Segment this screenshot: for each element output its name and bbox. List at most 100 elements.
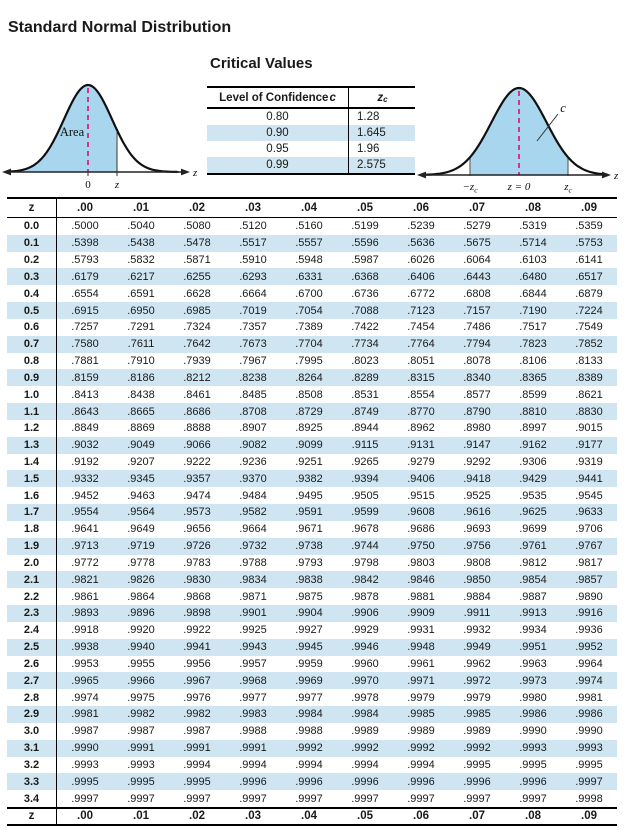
value-cell: .6443 [463,270,491,283]
value-cell: .9772 [71,556,99,569]
value-cell: .9875 [295,590,323,603]
value-cell: .7549 [575,321,603,334]
value-cell: .6700 [295,287,323,300]
tick-label-z-equals-0: z = 0 [507,181,531,193]
table-row: 2.8 .9974 .9975 .9976 .9977 .9977 .9978 .9979 .9… [7,689,617,707]
value-cell: .9993 [575,742,603,755]
value-cell: .5871 [183,254,211,267]
value-cell: .5239 [407,220,435,233]
table-row: 3.2 .9993 .9993 .9994 .9994 .9994 .9994 .9994 .9… [7,756,617,774]
tick-label-pos-zc: zc [563,181,572,195]
value-cell: .9996 [295,775,323,788]
value-cell: .7673 [239,338,267,351]
value-cell: .9951 [519,641,547,654]
value-cell: .6554 [71,287,99,300]
value-cell: .9608 [407,506,435,519]
table-row: 2.4 .9918 .9920 .9922 .9925 .9927 .9929 .9931 .9… [7,621,617,639]
value-cell: .9177 [575,439,603,452]
z-cell: 2.3 [7,605,57,622]
value-cell: .9332 [71,472,99,485]
value-cell: .8944 [351,422,379,435]
value-cell: .7019 [239,304,267,317]
z-cell: 1.0 [7,386,57,404]
value-cell: .9943 [239,641,267,654]
value-cell: .5359 [575,220,603,233]
value-cell: .9973 [519,674,547,687]
value-cell: .5714 [519,237,547,250]
value-cell: .7291 [127,321,155,334]
value-cell: .6517 [575,270,603,283]
z-cell: 2.5 [7,638,57,656]
value-cell: .9997 [351,792,379,805]
value-cell: .8051 [407,355,435,368]
value-cell: .9452 [71,489,99,502]
value-cell: .9994 [351,758,379,771]
value-cell: .8729 [295,405,323,418]
value-cell: .9981 [575,691,603,704]
value-cell: .9306 [519,456,547,468]
table-row: 0.6 .7257 .7291 .7324 .7357 .7389 .7422 .7454 .7… [7,318,617,336]
value-cell: .9995 [575,758,603,771]
page-title: Standard Normal Distribution [8,19,232,36]
value-cell: .9992 [463,742,491,755]
value-cell: .9978 [351,691,379,704]
value-cell: .5910 [239,254,267,267]
footer-cell: .06 [413,810,429,823]
value-cell: .9901 [239,607,267,620]
value-cell: .9911 [463,607,491,620]
value-cell: .9066 [183,439,211,452]
value-cell: .9997 [295,792,323,805]
value-cell: .9798 [351,556,379,569]
value-cell: .9099 [295,439,323,452]
value-cell: .9989 [407,725,435,738]
value-cell: .9884 [463,590,491,603]
value-cell: .7910 [127,355,155,368]
value-cell: .9997 [407,792,435,805]
value-cell: .9854 [519,573,547,586]
table-row: 0.1 .5398 .5438 .5478 .5517 .5557 .5596 .5636 .5… [7,234,617,252]
z-cell: 0.1 [7,234,57,252]
value-cell: .6736 [351,287,379,300]
value-cell: .9996 [239,775,267,788]
axis-label-z: z [192,167,198,179]
value-cell: .9817 [575,556,603,569]
z-cell: 0.6 [7,318,57,336]
value-cell: .9793 [295,556,323,569]
table-row: 2.5 .9938 .9940 .9941 .9943 .9945 .9946 .9948 .9… [7,638,617,656]
z-cell: 1.5 [7,470,57,488]
axis-label-z: z [613,170,619,182]
value-cell: .7794 [463,338,491,351]
value-cell: .8810 [519,405,547,418]
value-cell: .8621 [575,388,603,401]
value-cell: .9394 [351,472,379,485]
value-cell: .9864 [127,590,155,603]
z-cell: 1.1 [7,403,57,420]
value-cell: .9993 [71,758,99,771]
table-row: 0.8 .7881 .7910 .7939 .7967 .7995 .8023 .8051 .8… [7,352,617,370]
z-cell: 3.0 [7,722,57,740]
footer-cell: z [7,808,57,824]
critical-values-row: 0.90 1.645 [207,125,415,141]
value-cell: .9162 [519,439,547,452]
z-cell: 0.3 [7,268,57,286]
value-cell: .7611 [127,338,155,351]
value-cell: .9992 [351,742,379,755]
value-cell: .9997 [239,792,267,805]
value-cell: .9997 [519,792,547,805]
value-cell: .5319 [519,220,547,233]
value-cell: .9934 [519,624,547,637]
axis-arrow-left-icon [417,171,426,179]
value-cell: .5478 [183,237,211,250]
value-cell: .9988 [239,725,267,738]
critical-value-cell: 1.645 [357,127,386,139]
value-cell: .9996 [351,775,379,788]
value-cell: .5517 [239,237,267,250]
axis-arrow-right-icon [181,168,190,176]
header-cell: .06 [413,201,429,214]
value-cell: .5199 [351,220,379,233]
z-cell: 3.3 [7,773,57,791]
z-cell: 3.2 [7,756,57,774]
value-cell: .9949 [463,641,491,654]
value-cell: .9984 [295,708,323,721]
z-cell: 3.1 [7,739,57,757]
